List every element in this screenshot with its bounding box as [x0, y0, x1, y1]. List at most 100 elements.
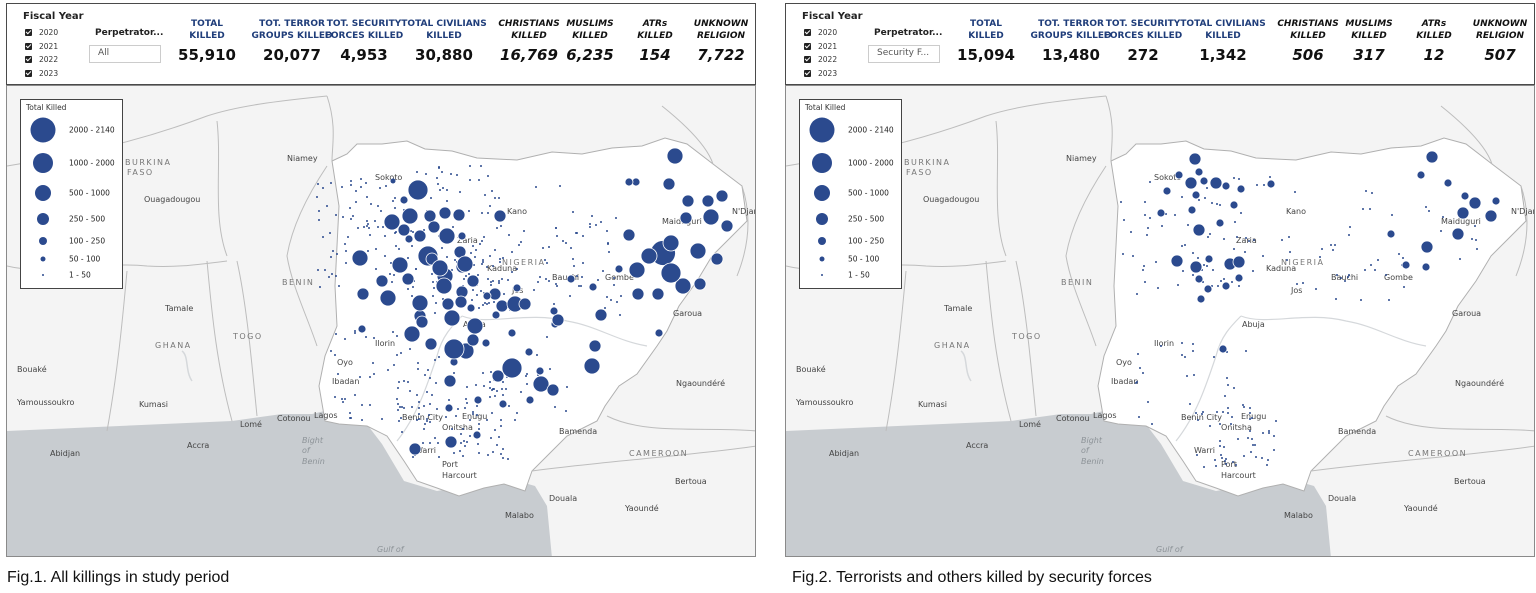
legend-row: 50 - 100: [800, 255, 901, 269]
killings-dot: [427, 369, 429, 371]
country-border: [1015, 260, 1037, 417]
killings-dot: [1319, 256, 1321, 258]
place-label-maiduguri: Maiduguri: [1441, 217, 1481, 226]
kpi-value: 272: [1127, 46, 1159, 64]
place-label-ngaound-r-: Ngaoundéré: [676, 378, 725, 388]
killings-dot: [606, 296, 608, 298]
killings-dot: [500, 425, 502, 427]
killings-dot: [390, 178, 396, 184]
killings-dot: [1231, 281, 1233, 283]
river-benue: [1240, 315, 1427, 347]
killings-dot: [1364, 269, 1366, 271]
fiscal-year-option-2020[interactable]: 2020: [804, 26, 837, 40]
killings-dot: [1231, 416, 1233, 418]
place-label-nigeria: NIGERIA: [502, 258, 546, 267]
killings-dot: [319, 286, 321, 288]
killings-bubble: [1162, 186, 1172, 196]
killings-dot: [438, 456, 440, 458]
checkbox-checked-icon[interactable]: [25, 29, 32, 37]
place-label-zaria: Zaria: [1236, 236, 1257, 245]
killings-dot: [1249, 418, 1251, 420]
killings-dot: [483, 236, 485, 238]
killings-dot: [431, 273, 433, 275]
perpetrator-select[interactable]: Security F...: [868, 45, 940, 63]
killings-dot: [416, 394, 418, 396]
killings-bubble: [443, 338, 465, 360]
killings-dot: [341, 186, 343, 188]
killings-dot: [1442, 216, 1444, 218]
killings-dot: [446, 256, 448, 258]
killings-dot: [342, 216, 344, 218]
killings-bubble: [507, 328, 517, 338]
legend-label: 100 - 250: [848, 236, 885, 246]
checkbox-checked-icon[interactable]: [804, 69, 811, 77]
killings-dot: [508, 234, 510, 236]
place-label-port: Port: [442, 460, 458, 469]
killings-dot: [500, 419, 502, 421]
killings-dot: [490, 371, 492, 373]
killings-dot: [401, 431, 403, 433]
killings-bubble: [456, 255, 474, 273]
checkbox-checked-icon[interactable]: [25, 69, 32, 77]
killings-dot: [494, 429, 496, 431]
killings-dot: [492, 265, 494, 267]
killings-dot: [1315, 288, 1317, 290]
place-label-yaound-: Yaoundé: [1403, 503, 1438, 513]
killings-dot: [411, 406, 413, 408]
killings-dot: [354, 330, 356, 332]
legend-bubble-icon: [814, 185, 830, 201]
killings-dot: [412, 456, 414, 458]
fiscal-year-option-2021[interactable]: 2021: [804, 40, 837, 54]
map-view[interactable]: Niamey BURKINA FASO Ouagadougou BENIN Tamale T…: [6, 85, 756, 557]
killings-dot: [365, 336, 367, 338]
killings-bubble: [654, 328, 664, 338]
killings-dot: [490, 281, 492, 283]
fiscal-year-option-2022[interactable]: 2022: [804, 53, 837, 67]
kpi-card: CHRISTIANS KILLED 16,769: [498, 18, 559, 64]
legend-bubble-icon: [821, 274, 823, 276]
killings-dot: [1209, 425, 1211, 427]
checkbox-checked-icon[interactable]: [25, 42, 32, 50]
killings-dot: [1245, 350, 1247, 352]
killings-dot: [478, 423, 480, 425]
kpi-card: UNKNOWN RELIGION 7,722: [694, 18, 748, 64]
place-label-gulf-of: Gulf of: [1156, 545, 1184, 554]
killings-dot: [412, 286, 414, 288]
legend-row: 250 - 500: [21, 213, 122, 229]
fiscal-year-option-2023[interactable]: 2023: [25, 67, 58, 81]
killings-dot: [1122, 253, 1124, 255]
killings-dot: [476, 414, 478, 416]
kpi-value: 13,480: [1042, 46, 1100, 64]
fiscal-year-label: 2021: [818, 41, 838, 51]
killings-bubble: [532, 375, 550, 393]
killings-dot: [466, 386, 468, 388]
killings-dot: [396, 354, 398, 356]
checkbox-checked-icon[interactable]: [804, 56, 811, 64]
fiscal-year-option-2023[interactable]: 2023: [804, 67, 837, 81]
killings-bubble: [438, 227, 456, 245]
killings-dot: [365, 182, 367, 184]
killings-bubble: [715, 189, 729, 203]
perpetrator-select[interactable]: All: [89, 45, 161, 63]
killings-bubble: [566, 274, 576, 284]
killings-dot: [518, 244, 520, 246]
checkbox-checked-icon[interactable]: [804, 29, 811, 37]
country-border: [236, 260, 258, 417]
killings-dot: [423, 405, 425, 407]
killings-dot: [487, 278, 489, 280]
killings-bubble: [701, 194, 715, 208]
killings-dot: [500, 225, 502, 227]
killings-dot: [463, 278, 465, 280]
killings-dot: [500, 453, 502, 455]
checkbox-checked-icon[interactable]: [25, 56, 32, 64]
place-label-yamoussoukro: Yamoussoukro: [795, 398, 853, 407]
killings-bubble: [1199, 176, 1209, 186]
country-border: [1105, 95, 1113, 162]
map-view[interactable]: Niamey BURKINA FASO Ouagadougou BENIN Tamale T…: [785, 85, 1535, 557]
checkbox-checked-icon[interactable]: [804, 42, 811, 50]
fiscal-year-option-2022[interactable]: 2022: [25, 53, 58, 67]
killings-bubble: [1204, 254, 1214, 264]
fiscal-year-option-2021[interactable]: 2021: [25, 40, 58, 54]
fiscal-year-option-2020[interactable]: 2020: [25, 26, 58, 40]
